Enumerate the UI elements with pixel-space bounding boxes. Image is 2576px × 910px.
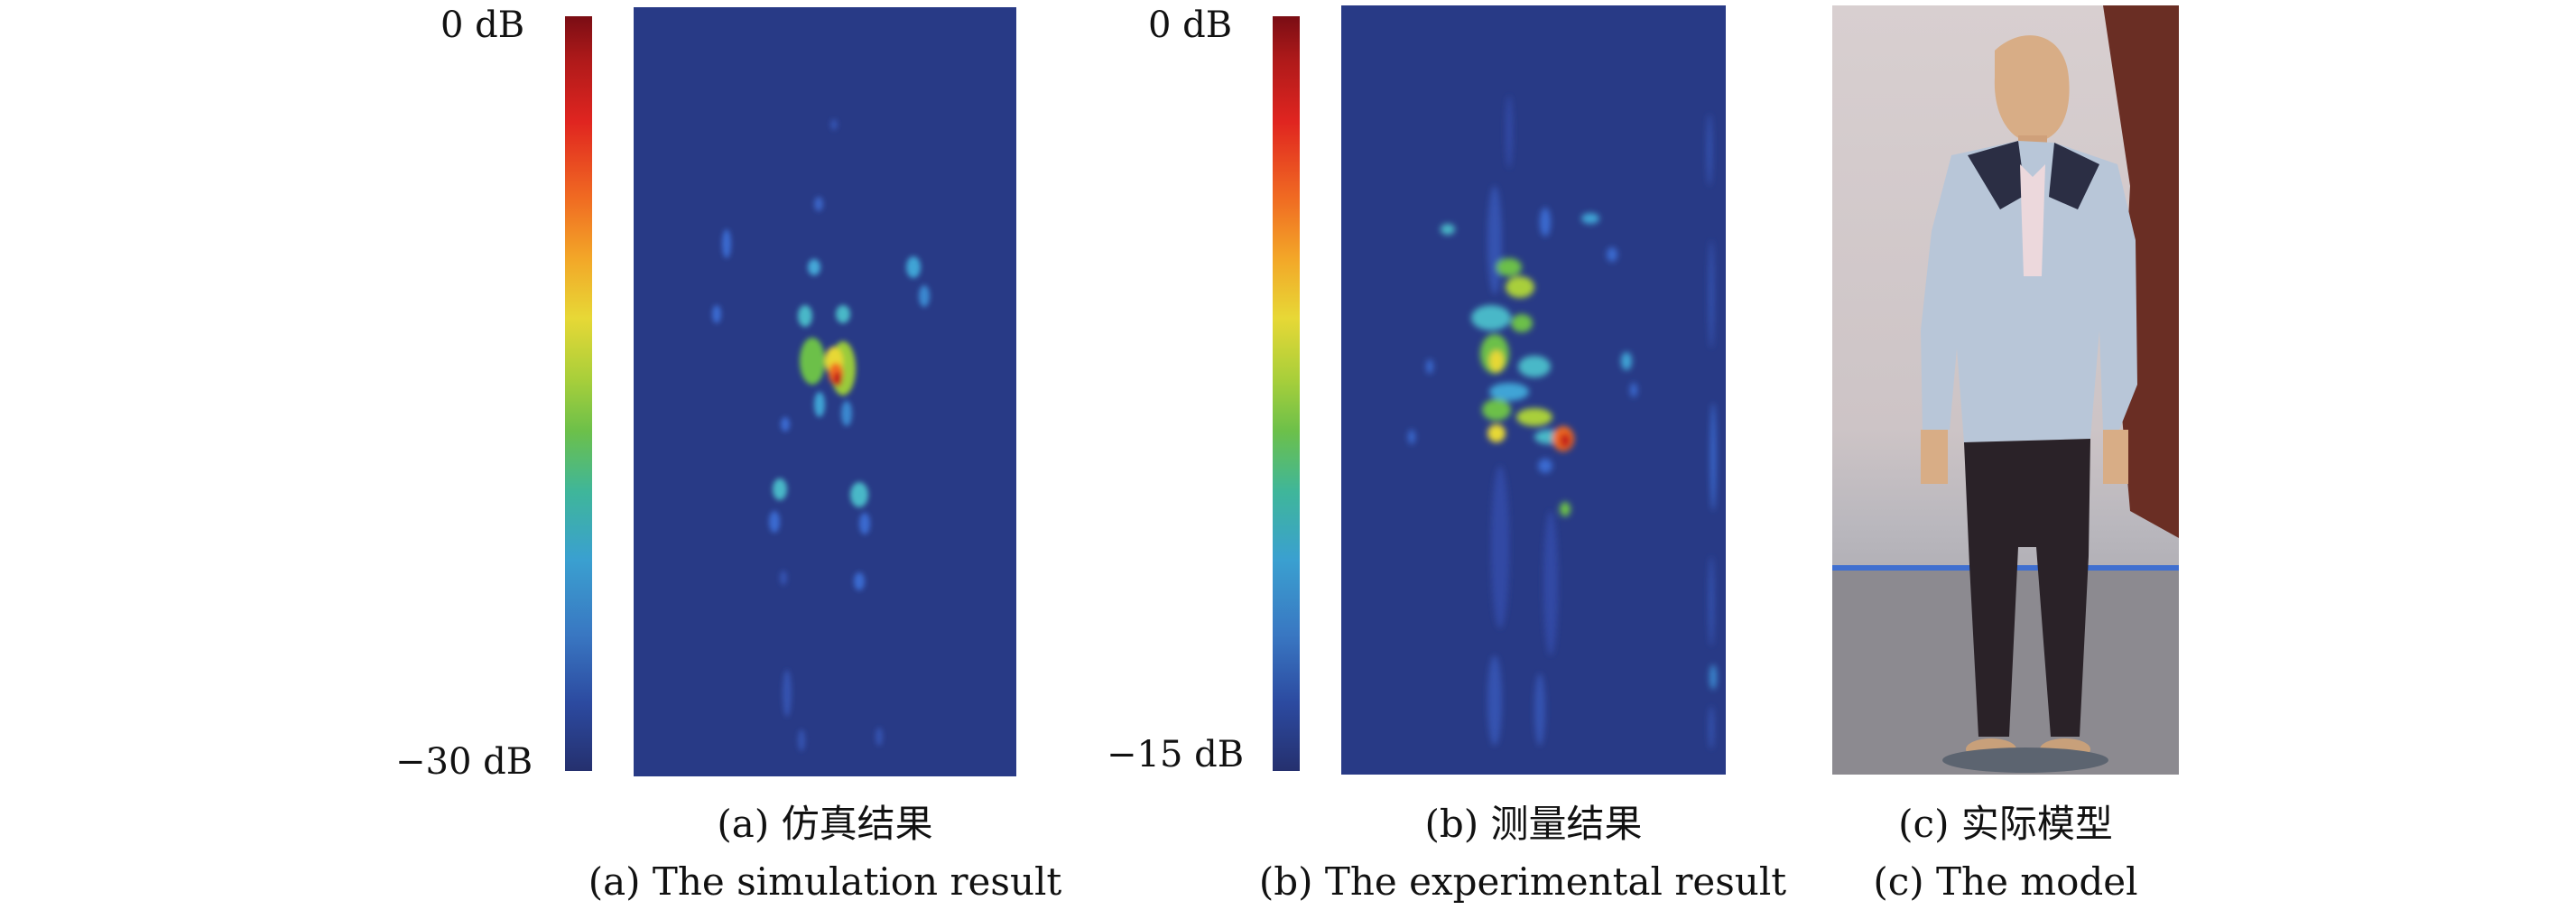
- caption-b-english: (b) The experimental result: [1258, 859, 1787, 904]
- model-photo: [1832, 5, 2179, 775]
- caption-a-chinese: (a) 仿真结果: [717, 802, 933, 846]
- caption-a-english: (a) The simulation result: [588, 859, 1062, 904]
- colorbar-a-min-label: −30 dB: [395, 741, 533, 783]
- caption-c-english: (c) The model: [1873, 859, 2138, 904]
- colorbar-a: [565, 16, 592, 771]
- colorbar-a-max-label: 0 dB: [440, 5, 525, 46]
- simulation-image: [634, 7, 1016, 776]
- experimental-heatmap: [1408, 96, 1717, 749]
- experimental-image: [1341, 5, 1726, 775]
- colorbar-b: [1273, 16, 1300, 771]
- simulation-heatmap: [712, 119, 930, 751]
- colorbar-b-min-label: −15 dB: [1107, 734, 1245, 775]
- mannequin-illustration: [1832, 5, 2179, 775]
- caption-c-chinese: (c) 实际模型: [1898, 802, 2113, 846]
- caption-b-chinese: (b) 测量结果: [1424, 802, 1643, 846]
- colorbar-b-max-label: 0 dB: [1148, 5, 1233, 46]
